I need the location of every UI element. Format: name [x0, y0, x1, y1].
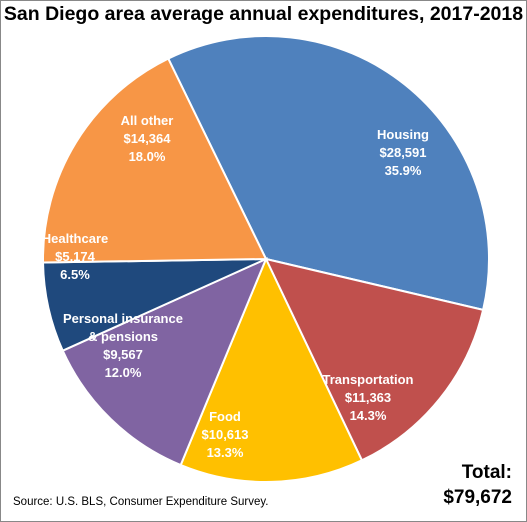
slice-value-food: $10,613 — [202, 427, 249, 442]
pie-slice-transportation — [264, 257, 485, 462]
slice-percent-all-other: 18.0% — [129, 149, 166, 164]
slice-percent-housing: 35.9% — [385, 163, 422, 178]
slice-label-food: Food — [209, 409, 241, 424]
total-value: $79,672 — [443, 487, 512, 508]
slice-label-line2-personal-insurance-pensions: & pensions — [88, 329, 158, 344]
slice-label-all-other: All other — [121, 113, 174, 128]
source-note: Source: U.S. BLS, Consumer Expenditure S… — [13, 496, 269, 508]
slice-label-housing: Housing $28,591 35.9% — [377, 127, 429, 178]
slice-label-personal-insurance-pensions: Personal insurance & pensions $9,567 12.0% — [63, 311, 183, 380]
total-label: Total: — [461, 462, 512, 483]
slice-label-healthcare: Healthcare $5,174 6.5% — [42, 231, 108, 282]
slice-value-healthcare: $5,174 — [55, 249, 96, 264]
pie-slice-all-other — [42, 57, 268, 264]
slice-value-all-other: $14,364 — [124, 131, 172, 146]
slice-label-all-other: All other $14,364 18.0% — [121, 113, 174, 164]
slice-percent-transportation: 14.3% — [350, 408, 387, 423]
slice-value-transportation: $11,363 — [345, 390, 391, 405]
slice-label-housing: Housing — [377, 127, 429, 142]
slice-percent-healthcare: 6.5% — [60, 267, 90, 282]
pie-slice-personal-insurance-pensions — [61, 257, 268, 467]
slice-value-housing: $28,591 — [380, 145, 427, 160]
slice-percent-personal-insurance-pensions: 12.0% — [105, 365, 142, 380]
slice-percent-food: 13.3% — [207, 445, 244, 460]
pie-slice-food — [179, 256, 364, 483]
slice-label-food: Food $10,613 13.3% — [202, 409, 249, 460]
slice-label-line1-personal-insurance-pensions: Personal insurance — [63, 311, 183, 326]
slice-value-personal-insurance-pensions: $9,567 — [103, 347, 143, 362]
chart-title: San Diego area average annual expenditur… — [3, 3, 524, 25]
pie-slice-housing — [166, 35, 490, 312]
slice-label-transportation: Transportation — [322, 372, 413, 387]
slice-label-healthcare: Healthcare — [42, 231, 108, 246]
slice-label-transportation: Transportation $11,363 14.3% — [322, 372, 413, 423]
